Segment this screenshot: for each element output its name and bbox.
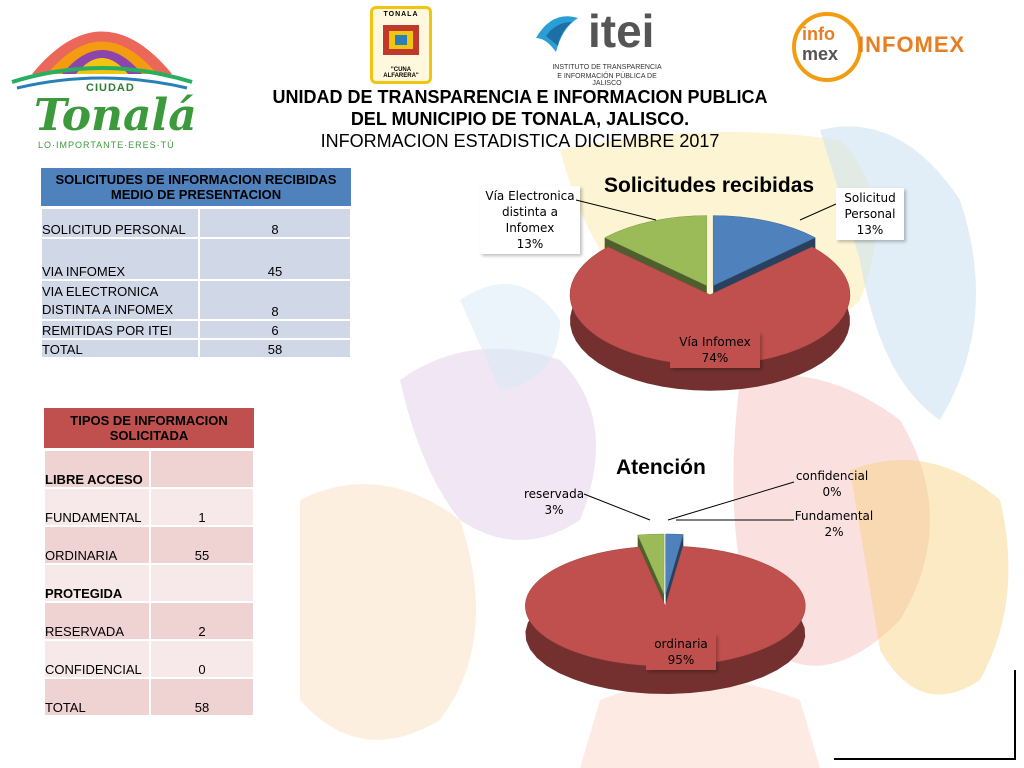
requests-row-value: 58 <box>198 337 352 359</box>
info-types-row-label: PROTEGIDA <box>43 563 151 603</box>
chart2-label-confidencial-value: 0% <box>822 485 842 499</box>
requests-row-label: REMITIDAS POR ITEI <box>40 318 200 340</box>
header-line-1: UNIDAD DE TRANSPARENCIA E INFORMACION PU… <box>272 87 768 107</box>
itei-sub1: INSTITUTO DE TRANSPARENCIA <box>552 64 662 71</box>
requests-row-label: SOLICITUD PERSONAL <box>40 206 200 239</box>
chart1-label-personal: Solicitud Personal 13% <box>836 188 904 240</box>
chart2-label-reservada: reservada 3% <box>524 486 584 518</box>
chart2-title: Atención <box>616 456 706 479</box>
requests-row-value: 8 <box>198 278 352 321</box>
chart1-label-electronica: Vía Electronica distinta a Infomex 13% <box>480 186 580 254</box>
chart2-label-fundamental-name: Fundamental <box>794 509 874 523</box>
requests-row-value: 45 <box>198 236 352 281</box>
infomex-circle-b: mex <box>802 44 839 64</box>
info-types-row-label: RESERVADA <box>43 601 151 641</box>
header-line-3: INFORMACION ESTADISTICA DICIEMBRE 2017 <box>320 131 720 151</box>
tonala-shield-logo: TONALA "CUNA ALFARERA" <box>370 6 432 84</box>
tonala-logo-name: Tonalá <box>34 90 197 141</box>
requests-table-header: SOLICITUDES DE INFORMACION RECIBIDAS MED… <box>41 168 351 209</box>
infomex-logo: info mex INFOMEX <box>792 12 982 82</box>
pie-slice-reservada <box>637 533 665 595</box>
chart1-label-infomex: Vía Infomex 74% <box>670 332 760 368</box>
infomex-circle-icon <box>792 12 862 82</box>
chart1-pie <box>569 215 851 391</box>
chart1-label-electronica-value: 13% <box>516 237 544 251</box>
info-types-table: TIPOS DE INFORMACION SOLICITADA LIBRE AC… <box>43 408 255 717</box>
info-types-row-value: 2 <box>149 601 255 641</box>
chart2-label-confidencial: confidencial 0% <box>794 468 870 500</box>
info-types-row-label: FUNDAMENTAL <box>43 487 151 527</box>
requests-table: SOLICITUDES DE INFORMACION RECIBIDAS MED… <box>40 168 352 359</box>
requests-row-value: 8 <box>198 206 352 239</box>
chart1-label-infomex-name: Vía Infomex <box>679 335 751 349</box>
info-types-row-label: TOTAL <box>43 677 151 717</box>
chart2-label-fundamental: Fundamental 2% <box>794 508 874 540</box>
info-types-row-value: 55 <box>149 525 255 565</box>
itei-name: itei <box>588 5 655 57</box>
requests-row-value: 6 <box>198 318 352 340</box>
header-line-2: DEL MUNICIPIO DE TONALA, JALISCO. <box>350 109 690 129</box>
info-types-row-label: LIBRE ACCESO <box>43 448 151 489</box>
chart2-label-confidencial-name: confidencial <box>795 469 869 483</box>
pie-slice-solicitud-personal <box>712 215 816 286</box>
tonala-sun-icon <box>11 31 193 90</box>
chart1-label-electronica-name: Vía Electronica distinta a Infomex <box>485 189 575 235</box>
shield-bottom-text: "CUNA ALFARERA" <box>383 67 419 79</box>
chart2-label-ordinaria-name: ordinaria <box>654 637 708 651</box>
chart1-title: Solicitudes recibidas <box>604 174 815 197</box>
pie-slice-fundamental <box>665 533 684 595</box>
requests-row-label: TOTAL <box>40 337 200 359</box>
chart1-label-personal-value: 13% <box>856 223 884 237</box>
page-header: UNIDAD DE TRANSPARENCIA E INFORMACION PU… <box>200 86 840 152</box>
info-types-row-value: 1 <box>149 487 255 527</box>
info-types-row-label: CONFIDENCIAL <box>43 639 151 679</box>
infomex-circle-a: info <box>802 24 835 44</box>
info-types-row-value: 58 <box>149 677 255 717</box>
info-types-table-header: TIPOS DE INFORMACION SOLICITADA <box>44 408 254 451</box>
chart2-label-fundamental-value: 2% <box>824 525 844 539</box>
itei-sub2: E INFORMACIÓN PÚBLICA DE JALISCO <box>557 73 657 87</box>
itei-bird-icon <box>536 16 578 52</box>
chart1-label-infomex-value: 74% <box>701 351 729 365</box>
chart2-label-reservada-name: reservada <box>524 487 585 501</box>
infomex-word: INFOMEX <box>858 32 966 57</box>
corner-frame <box>834 670 1016 760</box>
tonala-logo-top: CIUDAD <box>86 82 135 94</box>
shield-emblem-icon <box>383 25 419 55</box>
itei-logo: itei INSTITUTO DE TRANSPARENCIA E INFORM… <box>532 5 672 87</box>
chart2-label-reservada-value: 3% <box>544 503 564 517</box>
shield-top-text: TONALA <box>383 11 419 18</box>
info-types-row-label: ORDINARIA <box>43 525 151 565</box>
info-types-row-value <box>149 448 255 489</box>
info-types-row-value: 0 <box>149 639 255 679</box>
tonala-logo-slogan: LO·IMPORTANTE·ERES·TÚ <box>38 140 175 150</box>
chart1-label-personal-name: Solicitud Personal <box>844 191 896 221</box>
chart2-label-ordinaria-value: 95% <box>667 653 695 667</box>
requests-row-label: VIA INFOMEX <box>40 236 200 281</box>
tonala-logo: CIUDAD Tonalá LO·IMPORTANTE·ERES·TÚ <box>4 2 200 152</box>
requests-row-label: VIA ELECTRONICA DISTINTA A INFOMEX <box>40 278 200 321</box>
pie-slice-v-a-electronica-distinta-a-infomex <box>604 215 708 286</box>
chart2-label-ordinaria: ordinaria 95% <box>646 634 716 670</box>
chart2-pie <box>525 533 806 694</box>
info-types-row-value <box>149 563 255 603</box>
